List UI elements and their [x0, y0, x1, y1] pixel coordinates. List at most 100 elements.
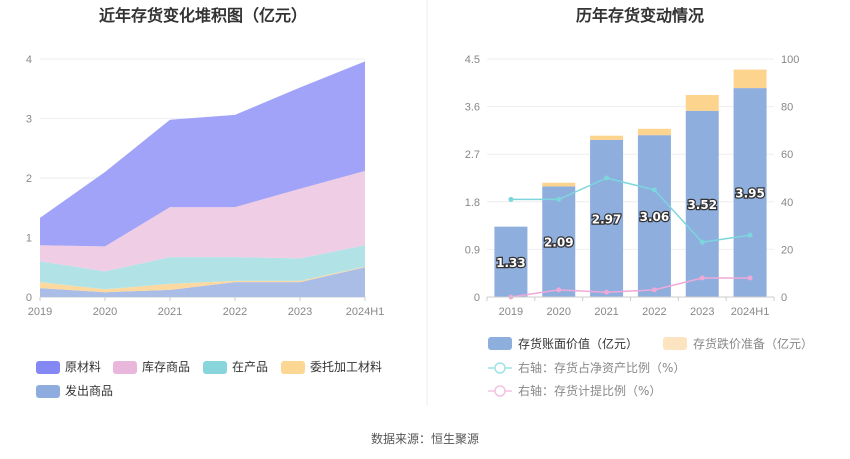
y-tick-label: 4 [26, 54, 32, 66]
stacked-area-chart: 近年存货变化堆积图（亿元） 0 1 2 3 4 2019 2020 2021 2022 2023… [26, 6, 384, 398]
line-point [747, 275, 753, 281]
area-series-0 [40, 267, 365, 297]
y-left-tick-label: 0 [474, 292, 480, 304]
legend-swatch [36, 361, 60, 374]
x-tick-label: 2023 [690, 306, 714, 318]
right-bar-series [494, 69, 767, 297]
right-left-y-tick-labels: 0 0.9 1.8 2.7 3.6 4.5 [465, 54, 480, 304]
x-tick-label: 2024H1 [346, 306, 385, 318]
x-tick-label: 2019 [499, 306, 523, 318]
area-series-3 [40, 170, 365, 272]
legend-label: 发出商品 [65, 383, 113, 398]
line-point [651, 187, 657, 193]
legend-label: 委托加工材料 [310, 360, 382, 374]
x-tick-label: 2022 [223, 306, 247, 318]
right-bar-value-labels: 1.33 2.09 2.97 3.06 3.52 3.95 [495, 185, 766, 271]
line-point [508, 196, 514, 202]
legend-label: 右轴：存货占净资产比例（%） [518, 360, 685, 375]
x-tick-label: 2021 [594, 306, 618, 318]
y-tick-label: 2 [26, 173, 32, 185]
bar-book-value [542, 186, 576, 297]
y-right-tick-label: 60 [781, 149, 793, 161]
right-right-y-tick-labels: 0 20 40 60 80 100 [781, 54, 799, 304]
right-line-series [508, 175, 753, 300]
area-series-4 [40, 61, 365, 247]
left-y-tick-labels: 0 1 2 3 4 [26, 54, 32, 304]
line-point [604, 175, 610, 181]
y-right-tick-label: 0 [781, 292, 787, 304]
y-left-tick-label: 3.6 [465, 102, 480, 114]
legend-label: 存货跌价准备（亿元） [693, 336, 813, 351]
legend-swatch [488, 337, 512, 350]
bar-book-value [733, 88, 767, 297]
y-right-tick-label: 80 [781, 102, 793, 114]
right-legend: 存货账面价值（亿元） 存货跌价准备（亿元） 右轴：存货占净资产比例（%） 右轴：存货计… [488, 336, 813, 398]
line-point [747, 232, 753, 238]
left-chart-title: 近年存货变化堆积图（亿元） [99, 6, 307, 25]
bar-book-value [590, 139, 624, 297]
left-area-series [40, 61, 365, 297]
y-right-tick-label: 20 [781, 244, 793, 256]
bar-book-value [637, 135, 671, 297]
x-tick-label: 2024H1 [731, 306, 770, 318]
y-tick-label: 0 [26, 292, 32, 304]
y-left-tick-label: 2.7 [465, 149, 480, 161]
area-series-2 [40, 245, 365, 290]
y-left-tick-label: 1.8 [465, 197, 480, 209]
left-x-tick-labels: 2019 2020 2021 2022 2023 2024H1 [28, 297, 385, 318]
bar-value-label: 3.95 [735, 187, 765, 201]
bar-value-label: 1.33 [496, 256, 526, 270]
legend-swatch [36, 385, 60, 398]
y-right-tick-label: 40 [781, 197, 793, 209]
x-tick-label: 2022 [642, 306, 666, 318]
line-series-1 [510, 277, 751, 298]
data-source-note: 数据来源：恒生聚源 [371, 431, 479, 446]
area-series-1 [40, 266, 365, 293]
x-tick-label: 2020 [93, 306, 117, 318]
x-tick-label: 2020 [547, 306, 571, 318]
legend-swatch [203, 361, 227, 374]
legend-marker [494, 362, 506, 374]
line-point [699, 275, 705, 281]
legend-label: 原材料 [65, 360, 101, 374]
bar-provision [637, 128, 671, 136]
bar-provision [590, 135, 624, 140]
bar-value-label: 3.52 [687, 198, 717, 212]
x-tick-label: 2021 [158, 306, 182, 318]
y-right-tick-label: 100 [781, 54, 799, 66]
legend-label: 在产品 [232, 360, 268, 374]
line-point [556, 196, 562, 202]
legend-label: 右轴：存货计提比例（%） [518, 383, 661, 398]
bar-value-label: 2.97 [592, 212, 622, 226]
legend-swatch [663, 337, 687, 350]
right-x-tick-labels: 2019 2020 2021 2022 2023 2024H1 [486, 296, 775, 318]
x-tick-label: 2019 [28, 306, 52, 318]
line-point [556, 287, 562, 293]
line-point [699, 239, 705, 245]
bar-line-combo-chart: 历年存货变动情况 1.33 2.09 2.97 3.06 3.52 3.95 0 0.9 1.… [465, 6, 813, 398]
bar-book-value [494, 226, 528, 297]
y-left-tick-label: 4.5 [465, 54, 480, 66]
bar-provision [733, 69, 767, 89]
legend-swatch [113, 361, 137, 374]
bar-book-value [685, 110, 719, 297]
bar-value-label: 3.06 [640, 210, 670, 224]
x-tick-label: 2023 [288, 306, 312, 318]
bar-provision [685, 94, 719, 111]
legend-label: 存货账面价值（亿元） [518, 336, 638, 351]
line-point [604, 289, 610, 295]
y-left-tick-label: 0.9 [465, 244, 480, 256]
right-chart-title: 历年存货变动情况 [576, 6, 704, 25]
bar-provision [542, 182, 576, 187]
line-point [651, 287, 657, 293]
legend-swatch [281, 361, 305, 374]
bar-value-label: 2.09 [544, 236, 574, 250]
y-tick-label: 3 [26, 114, 32, 126]
right-gridlines [487, 58, 774, 298]
legend-label: 库存商品 [142, 359, 190, 374]
y-tick-label: 1 [26, 233, 32, 245]
legend-marker [494, 385, 506, 397]
line-series-0 [510, 177, 751, 244]
